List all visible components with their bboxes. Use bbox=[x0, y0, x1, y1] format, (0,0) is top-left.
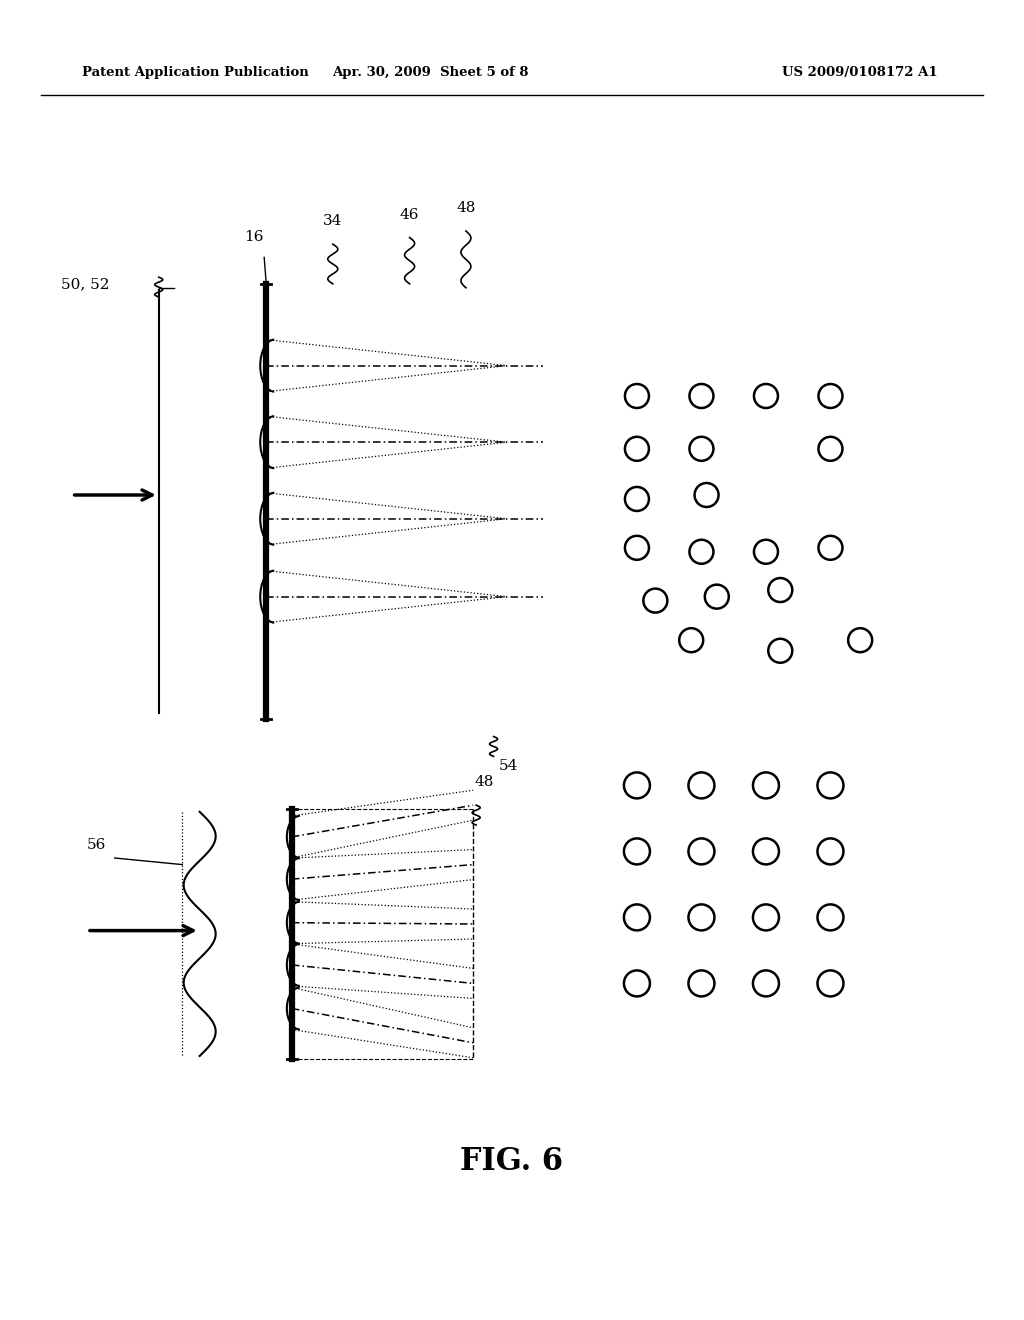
Text: 34: 34 bbox=[324, 214, 342, 228]
Text: US 2009/0108172 A1: US 2009/0108172 A1 bbox=[782, 66, 938, 79]
Text: 46: 46 bbox=[399, 207, 420, 222]
Text: Apr. 30, 2009  Sheet 5 of 8: Apr. 30, 2009 Sheet 5 of 8 bbox=[332, 66, 528, 79]
Text: 48: 48 bbox=[474, 775, 494, 789]
Text: 54: 54 bbox=[499, 759, 518, 774]
Text: 50, 52: 50, 52 bbox=[61, 277, 110, 290]
Text: FIG. 6: FIG. 6 bbox=[461, 1146, 563, 1177]
Text: 56: 56 bbox=[87, 838, 106, 851]
Text: 48: 48 bbox=[457, 201, 475, 215]
Text: Patent Application Publication: Patent Application Publication bbox=[82, 66, 308, 79]
Text: 16: 16 bbox=[244, 230, 264, 244]
